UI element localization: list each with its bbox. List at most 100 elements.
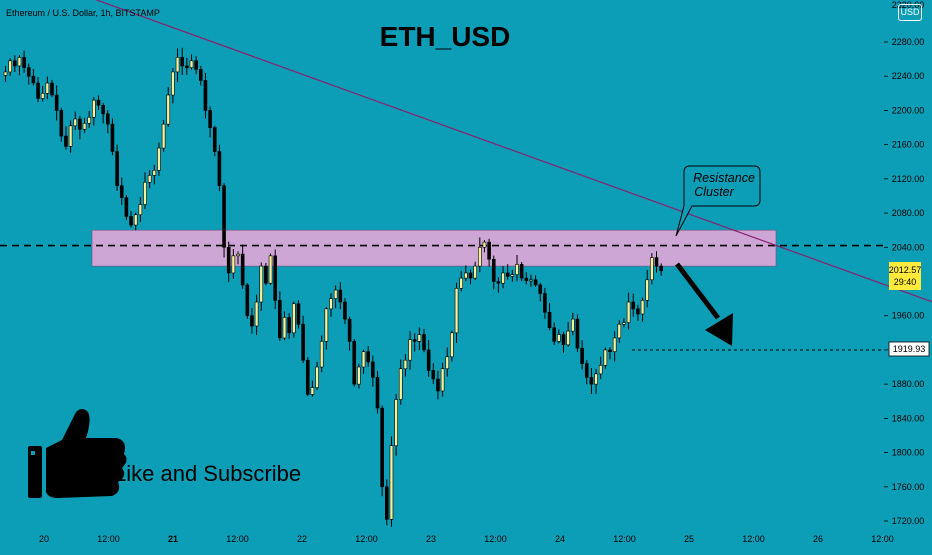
- candle-down: [305, 359, 310, 395]
- candle-down: [129, 216, 133, 226]
- candle-up: [157, 147, 161, 171]
- candle-up: [147, 175, 152, 183]
- chart-title: ETH_USD: [380, 21, 511, 52]
- candle-down: [301, 323, 305, 361]
- y-tick-label: 1960.00: [892, 311, 925, 321]
- candle-up: [82, 122, 87, 130]
- candle-down: [584, 363, 589, 378]
- candle-down: [468, 272, 473, 279]
- target-price-label: 1919.93: [893, 344, 926, 354]
- candle-down: [264, 265, 268, 284]
- candle-up: [92, 99, 96, 118]
- candle-up: [324, 308, 329, 342]
- descending-trendline[interactable]: [71, 0, 932, 350]
- candle-up: [291, 303, 296, 334]
- candle-up: [45, 82, 50, 94]
- candle-up: [236, 253, 240, 257]
- candle-up: [612, 337, 617, 352]
- candle-down: [185, 65, 189, 68]
- candle-up: [259, 265, 264, 303]
- candle-up: [333, 289, 338, 299]
- y-tick-label: 2160.00: [892, 140, 925, 150]
- candle-up: [40, 93, 45, 99]
- candle-up: [570, 318, 575, 332]
- candle-up: [464, 272, 468, 279]
- candle-up: [454, 288, 459, 334]
- candle-up: [138, 204, 143, 216]
- x-tick-label: 25: [684, 534, 694, 544]
- candle-up: [175, 57, 180, 73]
- candle-down: [101, 104, 105, 115]
- candle-down: [519, 264, 524, 279]
- candle-up: [417, 334, 422, 342]
- candle-down: [352, 341, 357, 385]
- y-tick-label: 2240.00: [892, 71, 925, 81]
- candle-up: [473, 265, 477, 279]
- y-tick-label: 1720.00: [892, 516, 925, 526]
- candle-down: [194, 60, 198, 70]
- candle-up: [171, 71, 175, 96]
- candle-up: [143, 181, 147, 205]
- candle-up: [645, 279, 650, 301]
- x-tick-label: 24: [555, 534, 565, 544]
- y-tick-label: 1840.00: [892, 413, 925, 423]
- candle-down: [226, 246, 231, 274]
- candle-down: [273, 255, 278, 301]
- candle-down: [543, 293, 547, 313]
- candle-up: [254, 301, 259, 327]
- candle-up: [603, 349, 608, 366]
- y-tick-label: 2040.00: [892, 242, 925, 252]
- x-tick-label: 26: [813, 534, 823, 544]
- candle-down: [54, 94, 59, 111]
- candle-down: [589, 376, 594, 385]
- candle-down: [287, 317, 291, 334]
- candle-down: [347, 318, 352, 342]
- candle-down: [31, 75, 36, 84]
- candle-down: [487, 241, 491, 260]
- currency-badge[interactable]: USD: [898, 4, 922, 21]
- x-tick-label: 12:00: [742, 534, 765, 544]
- candle-up: [166, 94, 171, 125]
- candle-up: [231, 255, 236, 274]
- candle-up: [189, 60, 194, 68]
- candle-down: [212, 127, 217, 152]
- y-tick-label: 2280.00: [892, 37, 925, 47]
- candle-down: [496, 281, 501, 284]
- candle-up: [477, 246, 482, 267]
- candle-down: [296, 303, 301, 325]
- candle-up: [408, 339, 412, 361]
- candle-down: [338, 289, 343, 303]
- current-price-tag: 2012.57 29:40: [889, 262, 921, 290]
- candle-up: [594, 373, 598, 385]
- candle-up: [357, 366, 361, 385]
- candle-up: [389, 445, 394, 520]
- candle-down: [26, 67, 31, 77]
- bearish-arrow: [675, 262, 733, 346]
- candle-down: [106, 113, 110, 125]
- time-axis[interactable]: 20 12:00 21 12:00 22 12:00 23 12:00 24 12:00 25 12:…: [39, 534, 894, 544]
- candle-down: [580, 347, 584, 364]
- candle-down: [119, 185, 124, 198]
- x-tick-label: 22: [297, 534, 307, 544]
- candle-up: [87, 116, 91, 124]
- candle-up: [310, 387, 315, 395]
- candle-down: [78, 118, 82, 130]
- candle-down: [366, 351, 371, 363]
- candle-up: [268, 255, 273, 284]
- x-tick-label: 12:00: [613, 534, 636, 544]
- candle-up: [598, 365, 603, 375]
- thumbs-up-icon[interactable]: [28, 409, 127, 498]
- candle-down: [538, 284, 543, 294]
- candle-up: [133, 214, 138, 226]
- candle-down: [412, 339, 417, 342]
- candle-down: [22, 57, 26, 68]
- resistance-label-line2: Cluster: [694, 185, 734, 199]
- candle-down: [50, 82, 54, 96]
- candle-down: [547, 311, 552, 328]
- price-axis[interactable]: 2280.00 2240.00 2200.00 2160.00 2120.00 2080.…: [884, 0, 924, 526]
- candle-down: [199, 69, 203, 81]
- resistance-label-line1: Resistance: [693, 171, 755, 185]
- candle-up: [68, 125, 73, 147]
